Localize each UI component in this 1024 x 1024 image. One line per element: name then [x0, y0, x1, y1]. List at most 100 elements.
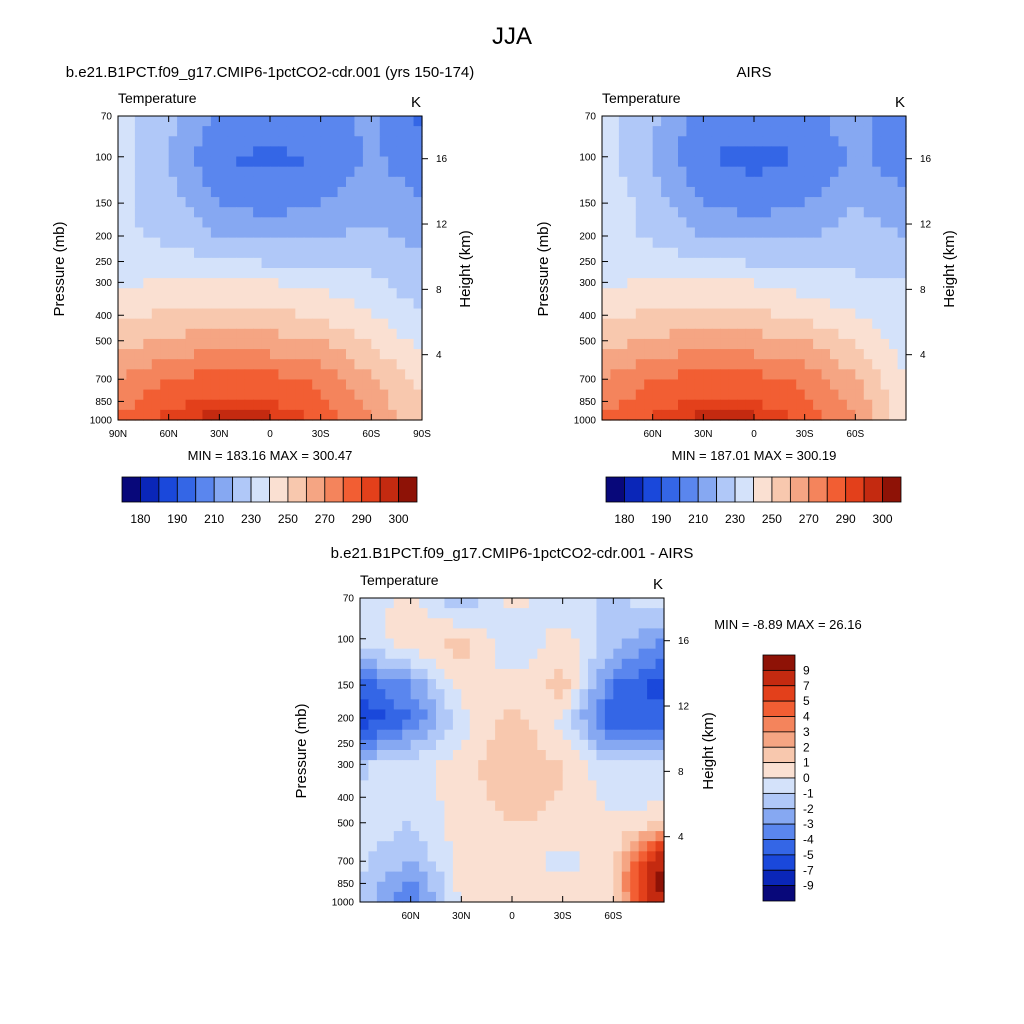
field-cell: [261, 298, 271, 310]
field-cell: [118, 247, 128, 259]
field-cell: [762, 207, 772, 218]
field-cell: [863, 166, 873, 178]
field-cell: [244, 126, 254, 137]
field-cell: [787, 116, 797, 127]
field-cell: [770, 136, 780, 147]
field-cell: [571, 709, 581, 721]
field-cell: [177, 126, 187, 137]
field-cell: [427, 831, 437, 842]
field-cell: [720, 217, 730, 229]
field-cell: [270, 207, 280, 218]
field-cell: [177, 409, 187, 421]
field-cell: [838, 166, 848, 178]
y-tick-label: 200: [95, 232, 112, 243]
field-cell: [754, 379, 764, 391]
field-cell: [720, 116, 730, 127]
field-cell: [618, 186, 628, 198]
field-cell: [329, 349, 339, 360]
field-cell: [346, 126, 356, 137]
field-cell: [596, 820, 606, 832]
field-cell: [388, 227, 398, 239]
field-cell: [602, 146, 612, 158]
field-cell: [371, 318, 381, 330]
field-cell: [126, 197, 136, 208]
field-cell: [503, 820, 513, 832]
field-cell: [596, 760, 606, 771]
field-cell: [185, 268, 195, 279]
field-cell: [694, 278, 704, 289]
field-cell: [655, 628, 665, 640]
field-cell: [562, 800, 572, 812]
field-cell: [278, 399, 288, 411]
field-cell: [329, 257, 339, 269]
field-cell: [618, 328, 628, 340]
field-cell: [762, 257, 772, 269]
field-cell: [227, 379, 237, 391]
field-cell: [413, 146, 423, 158]
field-cell: [838, 338, 848, 350]
field-cell: [745, 186, 755, 198]
field-cell: [126, 349, 136, 360]
field-cell: [385, 719, 395, 731]
field-cell: [303, 207, 313, 218]
field-cell: [376, 780, 386, 792]
field-cell: [478, 861, 488, 873]
field-cell: [413, 176, 423, 188]
field-cell: [346, 197, 356, 208]
field-cell: [371, 268, 381, 279]
field-cell: [644, 227, 654, 239]
field-cell: [745, 237, 755, 249]
field-cell: [745, 116, 755, 127]
field-cell: [754, 308, 764, 320]
field-cell: [762, 237, 772, 249]
field-cell: [444, 668, 454, 680]
field-cell: [545, 709, 555, 721]
field-cell: [134, 288, 144, 299]
field-cell: [143, 389, 153, 401]
field-cell: [562, 638, 572, 650]
field-cell: [804, 126, 814, 137]
field-cell: [376, 628, 386, 640]
field-cell: [779, 186, 789, 198]
field-cell: [602, 288, 612, 299]
field-cell: [177, 247, 187, 259]
field-cell: [545, 810, 555, 822]
field-cell: [644, 349, 654, 360]
field-cell: [312, 298, 322, 310]
field-cell: [461, 668, 471, 680]
field-cell: [821, 176, 831, 188]
field-cell: [627, 278, 637, 289]
field-cell: [630, 831, 640, 842]
field-cell: [427, 598, 437, 609]
field-cell: [303, 257, 313, 269]
field-cell: [436, 679, 446, 690]
field-cell: [379, 338, 389, 350]
field-cell: [410, 729, 420, 741]
field-cell: [528, 709, 538, 721]
field-cell: [779, 288, 789, 299]
field-cell: [376, 851, 386, 863]
field-cell: [410, 770, 420, 781]
field-cell: [168, 227, 178, 239]
field-cell: [270, 126, 280, 137]
field-cell: [427, 668, 437, 680]
field-cell: [202, 359, 212, 370]
field-cell: [126, 369, 136, 381]
field-cell: [618, 359, 628, 370]
field-cell: [393, 648, 403, 660]
field-cell: [678, 197, 688, 208]
field-cell: [354, 217, 364, 229]
field-cell: [855, 338, 865, 350]
field-cell: [393, 790, 403, 802]
field-cell: [436, 709, 446, 721]
field-cell: [486, 861, 496, 873]
field-cell: [486, 668, 496, 680]
field-cell: [686, 399, 696, 411]
field-cell: [630, 820, 640, 832]
field-cell: [118, 409, 128, 421]
field-cell: [787, 379, 797, 391]
y-tick-label: 700: [95, 375, 112, 386]
field-cell: [737, 338, 747, 350]
colorbar-swatch: [762, 823, 796, 840]
field-cell: [413, 389, 423, 401]
